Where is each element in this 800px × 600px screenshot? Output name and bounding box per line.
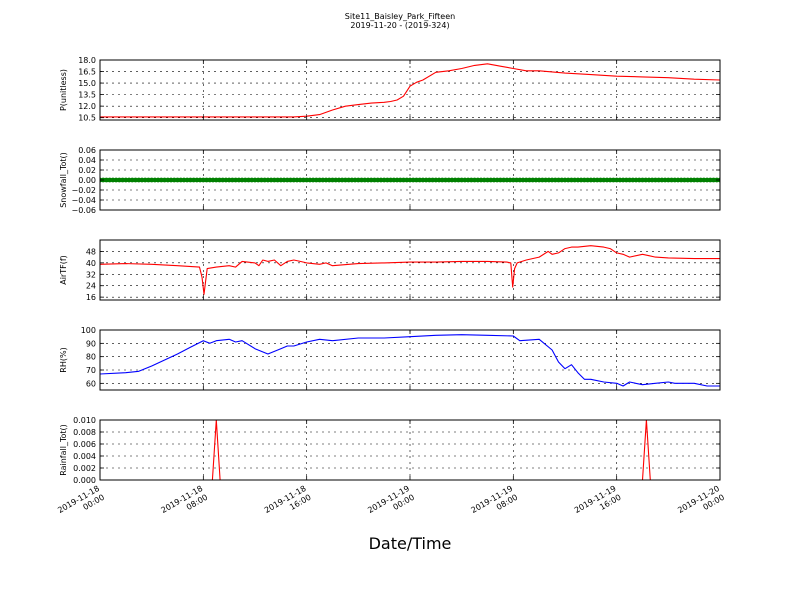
y-tick-label: 12.0 — [78, 102, 96, 111]
y-tick-label: 90 — [86, 339, 96, 348]
x-tick-label: 2019-11-1816:00 — [263, 484, 313, 524]
series-group — [100, 334, 720, 387]
y-tick-label: 16.5 — [78, 68, 96, 77]
x-tick-label: 2019-11-1808:00 — [160, 484, 210, 524]
y-axis-label: Rainfall_Tot() — [59, 424, 68, 476]
y-axis-label: RH(%) — [59, 347, 68, 372]
x-tick-label: 2019-11-2000:00 — [676, 484, 726, 524]
y-tick-label: 60 — [86, 379, 96, 388]
y-tick-label: 0.006 — [73, 440, 96, 449]
y-tick-label: 0.000 — [73, 476, 96, 485]
y-tick-label: 100 — [81, 326, 96, 335]
figure-subtitle: 2019-11-20 - (2019-324) — [350, 21, 450, 30]
series-line — [100, 245, 720, 295]
panel-1: 10.5 12.0 13.5 15.0 16.5 18.0 P(unitless) — [59, 56, 721, 123]
x-tick-label: 2019-11-1800:00 — [56, 484, 106, 524]
panel-2: −0.06−0.04−0.020.000.020.040.06 Snowfall_… — [59, 146, 721, 215]
series-group — [100, 177, 720, 183]
y-tick-label: 0.008 — [73, 428, 96, 437]
panel-3: 16 24 32 40 48 AirTF(f) — [59, 239, 721, 302]
y-tick-label: 80 — [86, 353, 96, 362]
series-group — [100, 63, 720, 118]
y-tick-label: 32 — [86, 270, 96, 279]
y-axis-label: P(unitless) — [59, 69, 68, 111]
y-tick-label: 0.010 — [73, 416, 96, 425]
y-tick-label: 70 — [86, 366, 96, 375]
y-tick-label: 10.5 — [78, 114, 96, 123]
y-tick-label: 0.02 — [78, 166, 96, 175]
y-tick-label: 15.0 — [78, 79, 96, 88]
x-tick-label: 2019-11-1916:00 — [573, 484, 623, 524]
x-axis-label: Date/Time — [368, 534, 452, 553]
y-tick-label: −0.02 — [71, 186, 96, 195]
panel-5: 0.000 0.002 0.004 0.006 0.008 0.010 Rainfall_T… — [59, 416, 721, 485]
y-tick-label: 0.002 — [73, 464, 96, 473]
series-line — [100, 63, 720, 118]
series-group — [100, 245, 720, 295]
y-tick-label: 0.00 — [78, 176, 96, 185]
y-tick-label: 0.06 — [78, 146, 96, 155]
y-tick-label: 16 — [86, 293, 96, 302]
series-line — [100, 420, 720, 480]
panel-4: 60 70 80 90 100 RH(%) — [59, 326, 721, 391]
y-tick-label: 24 — [86, 282, 96, 291]
y-tick-label: 18.0 — [78, 56, 96, 65]
y-tick-label: 0.004 — [73, 452, 96, 461]
y-tick-label: −0.06 — [71, 206, 96, 215]
y-tick-label: 0.04 — [78, 156, 96, 165]
series-group — [100, 420, 720, 480]
x-tick-label: 2019-11-1908:00 — [470, 484, 520, 524]
y-tick-label: 40 — [86, 259, 96, 268]
x-tick-label: 2019-11-1900:00 — [366, 484, 416, 524]
y-tick-label: 13.5 — [78, 91, 96, 100]
series-line — [100, 334, 720, 387]
y-axis-label: Snowfall_Tot() — [59, 152, 68, 208]
y-tick-label: 48 — [86, 247, 96, 256]
y-axis-label: AirTF(f) — [59, 255, 68, 285]
figure-title: Site11_Baisley_Park_Fifteen — [344, 12, 456, 21]
y-tick-label: −0.04 — [71, 196, 96, 205]
